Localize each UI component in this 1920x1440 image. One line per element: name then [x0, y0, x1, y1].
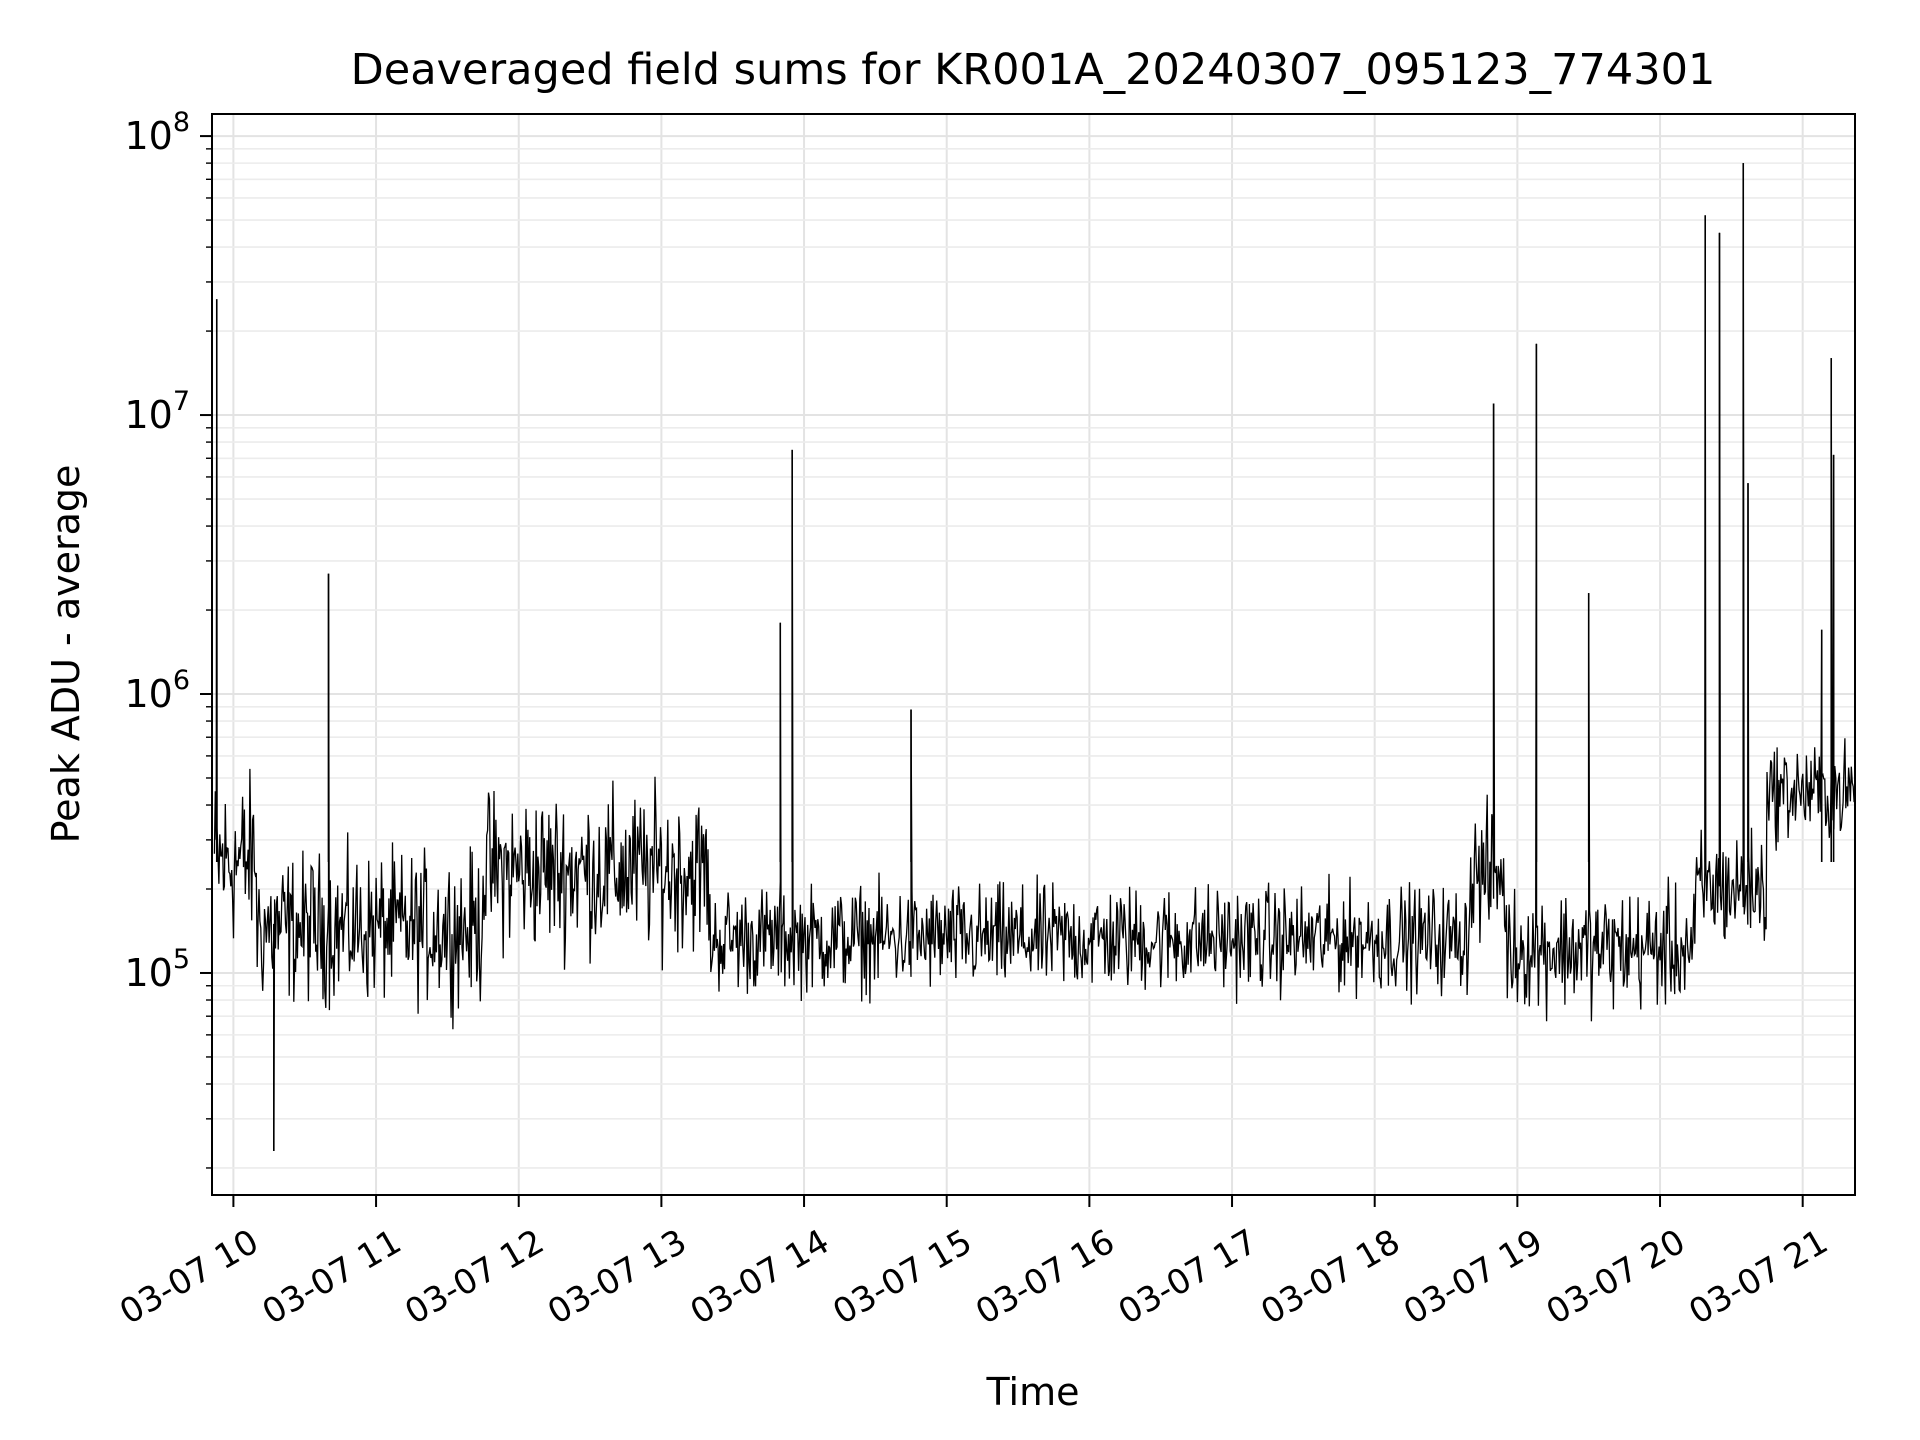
series-line [213, 163, 1855, 1152]
y-tick-exponent: 5 [173, 944, 190, 975]
data-series [213, 163, 1855, 1152]
y-tick-base: 10 [124, 393, 172, 437]
y-tick-base: 10 [124, 951, 172, 995]
x-axis-label: Time [986, 1370, 1080, 1414]
y-tick-base: 10 [124, 114, 172, 158]
y-tick-exponent: 8 [173, 107, 190, 138]
y-tick-label: 107 [124, 386, 190, 437]
y-axis-label: Peak ADU - average [44, 465, 88, 844]
y-tick-label: 106 [124, 665, 190, 716]
chart-title: Deaveraged field sums for KR001A_2024030… [351, 45, 1716, 95]
y-tick-label: 108 [124, 107, 190, 158]
y-tick-exponent: 6 [173, 665, 190, 696]
grid [212, 114, 1855, 1195]
plot-frame [211, 113, 1856, 1196]
y-tick-exponent: 7 [173, 386, 190, 417]
y-tick-label: 105 [124, 944, 190, 995]
y-tick-base: 10 [124, 672, 172, 716]
